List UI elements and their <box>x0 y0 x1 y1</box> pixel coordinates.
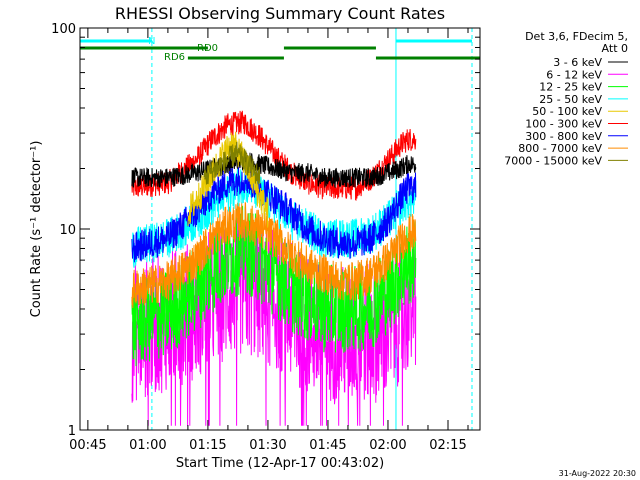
x-tick-label-4: 01:45 <box>309 438 346 453</box>
legend-label-5: 100 - 300 keV <box>525 118 602 131</box>
legend-label-0: 3 - 6 keV <box>553 56 602 69</box>
series-line-7 <box>131 202 417 309</box>
legend-label-6: 300 - 800 keV <box>525 130 602 143</box>
y-axis-label: Count Rate (s⁻¹ detector⁻¹) <box>29 141 44 318</box>
x-tick-label-6: 02:15 <box>429 438 466 453</box>
chart-title: RHESSI Observing Summary Count Rates <box>115 4 445 23</box>
series-line-5 <box>131 110 417 201</box>
state-bar-label-n: N <box>148 36 155 47</box>
legend-label-2: 12 - 25 keV <box>539 81 602 94</box>
legend-label-4: 50 - 100 keV <box>532 105 602 118</box>
footer-timestamp: 31-Aug-2022 20:30 <box>559 469 636 478</box>
series-line-6 <box>131 165 417 263</box>
legend-label-1: 6 - 12 keV <box>546 68 602 81</box>
x-axis-label: Start Time (12-Apr-17 00:43:02) <box>176 456 384 471</box>
y-tick-label-1: 10 <box>59 223 76 238</box>
state-bar-label-rd0: RD0 <box>197 43 218 54</box>
x-tick-label-0: 00:45 <box>69 438 106 453</box>
x-tick-label-5: 02:00 <box>369 438 406 453</box>
y-tick-label-0: 1 <box>68 424 76 439</box>
x-axis: 00:45 01:00 01:15 01:30 01:45 02:00 02:15 <box>69 28 469 453</box>
series-line-4 <box>187 131 269 228</box>
legend-title-line-1: Att 0 <box>602 42 628 55</box>
series-layer <box>131 110 417 426</box>
series-line-0 <box>131 152 417 188</box>
x-tick-label-2: 01:15 <box>189 438 226 453</box>
x-tick-label-3: 01:30 <box>249 438 286 453</box>
legend-title-line-0: Det 3,6, FDecim 5, <box>525 30 628 43</box>
legend-label-3: 25 - 50 keV <box>539 93 602 106</box>
legend-label-8: 7000 - 15000 keV <box>504 154 602 167</box>
legend-label-7: 800 - 7000 keV <box>518 142 602 155</box>
x-tick-label-1: 01:00 <box>129 438 166 453</box>
y-axis: 1 10 100 <box>51 22 480 439</box>
state-bars: N RD0 RD6 <box>80 36 480 63</box>
state-bar-label-rd6: RD6 <box>164 52 185 63</box>
series-line-8 <box>203 142 261 185</box>
y-tick-label-2: 100 <box>51 22 76 37</box>
